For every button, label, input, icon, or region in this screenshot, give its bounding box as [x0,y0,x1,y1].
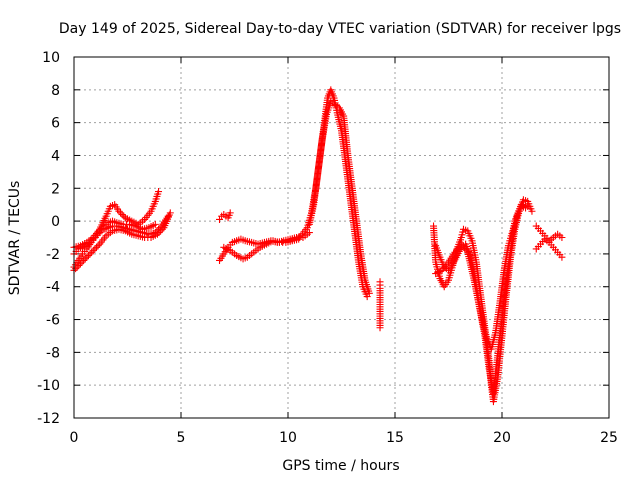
chart-title: Day 149 of 2025, Sidereal Day-to-day VTE… [59,21,621,37]
y-tick-label: -6 [46,313,60,329]
satellite-arc-11 [430,196,536,406]
data-point [81,255,89,263]
satellite-arc-5 [216,209,234,223]
y-axis-label: SDTVAR / TECUs [7,181,23,296]
data-point [80,256,88,264]
data-point [158,225,166,233]
data-points [70,86,566,406]
satellite-arc-4 [70,209,174,274]
data-point [118,211,126,219]
data-point [94,242,102,250]
data-point [84,252,92,260]
y-tick-label: -10 [37,378,60,394]
x-tick-label: 5 [177,430,186,446]
satellite-arc-9 [305,97,373,297]
data-point [155,229,163,237]
x-tick-label: 10 [279,430,297,446]
data-point [155,188,163,196]
x-tick-label: 20 [493,430,511,446]
data-point [528,207,536,215]
data-point [78,258,86,266]
y-tick-label: -2 [46,247,60,263]
data-point [92,243,100,251]
satellite-arc-13 [432,201,532,397]
data-point [89,247,97,255]
y-tick-label: 8 [51,83,60,99]
data-point [305,229,313,237]
y-tick-label: 10 [42,50,60,66]
y-tick-label: 0 [51,214,60,230]
satellite-arc-10 [376,278,384,332]
data-point [157,227,165,235]
y-tick-label: -8 [46,345,60,361]
tick-labels: 0 5 10 15 20 25 -12 -10 -8 -6 -4 -2 0 2 4 6 8 10 [37,50,618,446]
data-point [376,324,384,332]
data-point [117,209,125,217]
data-point [76,260,84,268]
data-point [226,209,234,217]
x-tick-label: 25 [600,430,618,446]
data-point [72,265,80,273]
data-point [120,212,128,220]
data-point [88,248,96,256]
data-point [73,263,81,271]
y-tick-label: 4 [51,148,60,164]
x-tick-label: 15 [386,430,404,446]
data-point [166,209,174,217]
data-point [86,250,94,258]
y-tick-label: -4 [46,280,60,296]
data-point [558,253,566,261]
x-tick-label: 0 [70,430,79,446]
data-point [153,230,161,238]
satellite-arc-3 [70,188,163,251]
data-point [151,220,159,228]
y-tick-label: 2 [51,181,60,197]
data-point [83,253,91,261]
data-point [558,234,566,241]
data-point [75,261,83,269]
x-axis-label: GPS time / hours [282,458,399,474]
satellite-arc-14 [532,222,566,245]
y-tick-label: 6 [51,116,60,132]
data-point [91,245,99,253]
data-point [365,289,373,297]
plot-frame [73,56,610,419]
y-tick-label: -12 [37,411,60,427]
data-point [115,207,123,215]
data-point [524,202,532,210]
satellite-arc-15 [532,235,566,261]
grid-lines [74,57,609,418]
